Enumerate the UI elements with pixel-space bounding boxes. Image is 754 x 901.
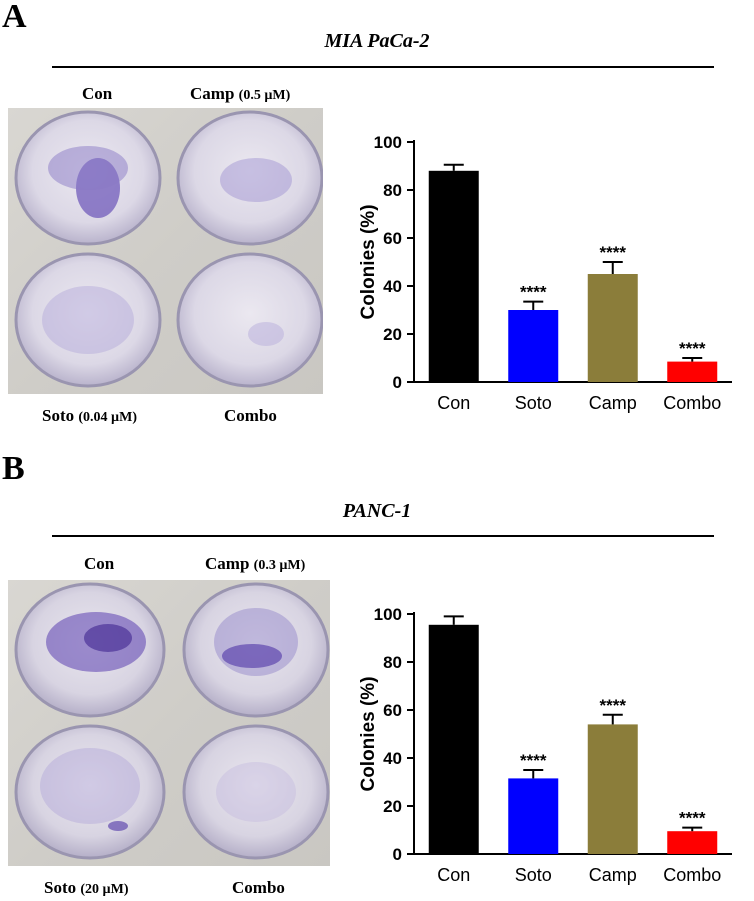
bar-combo	[667, 361, 718, 382]
y-tick-label: 40	[383, 749, 402, 768]
y-tick-label: 20	[383, 797, 402, 816]
plate-label-soto-b: Soto (20 µM)	[44, 878, 129, 897]
x-tick-label-soto: Soto	[515, 393, 552, 413]
colony-plates-photo-b	[8, 580, 330, 866]
significance-soto: ****	[520, 751, 547, 770]
significance-camp: ****	[600, 696, 627, 715]
panel-letter-a: A	[2, 0, 27, 35]
bar-chart-b: 0 20 40 60 80 100 Colonies (%) Con **** Soto **** C…	[358, 605, 732, 885]
y-axis-label: Colonies (%)	[358, 204, 379, 319]
y-axis-label: Colonies (%)	[358, 676, 379, 791]
bar-soto	[508, 778, 559, 854]
plate-label-soto-a: Soto (0.04 µM)	[42, 406, 137, 425]
bar-chart-a: 0 20 40 60 80 100 Colonies (%) Con **** Soto **** C…	[358, 133, 732, 413]
y-tick-label: 100	[374, 133, 402, 152]
y-tick-label: 80	[383, 181, 402, 200]
dish-con-b	[14, 582, 166, 718]
significance-camp: ****	[600, 243, 627, 262]
bar-camp	[587, 274, 638, 382]
significance-combo: ****	[679, 339, 706, 358]
plate-label-camp-b: Camp (0.3 µM)	[205, 554, 306, 573]
x-tick-label-camp: Camp	[589, 393, 637, 413]
plate-label-combo-b: Combo	[232, 878, 285, 897]
bar-con	[428, 624, 479, 854]
dish-combo-a	[176, 252, 323, 388]
panel-letter-b: B	[2, 450, 25, 487]
bar-camp	[587, 724, 638, 854]
bar-con	[428, 170, 479, 382]
dish-soto-b	[14, 724, 166, 860]
dish-con-a	[14, 110, 162, 246]
y-tick-label: 20	[383, 325, 402, 344]
plate-label-con-a: Con	[82, 84, 113, 103]
y-tick-label: 60	[383, 229, 402, 248]
x-tick-label-camp: Camp	[589, 865, 637, 885]
significance-combo: ****	[679, 809, 706, 828]
dish-camp-b	[182, 582, 330, 718]
bar-combo	[667, 831, 718, 854]
x-tick-label-soto: Soto	[515, 865, 552, 885]
x-tick-label-combo: Combo	[663, 393, 721, 413]
cell-line-title-a: MIA PaCa-2	[324, 30, 430, 52]
x-tick-label-con: Con	[437, 393, 470, 413]
y-tick-label: 0	[393, 845, 402, 864]
significance-soto: ****	[520, 283, 547, 302]
plate-label-camp-a: Camp (0.5 µM)	[190, 84, 291, 103]
colony-plates-photo-a	[8, 108, 323, 394]
title-rule-a	[52, 66, 714, 68]
y-tick-label: 40	[383, 277, 402, 296]
x-tick-label-combo: Combo	[663, 865, 721, 885]
dish-soto-a	[14, 252, 162, 388]
y-tick-label: 0	[393, 373, 402, 392]
y-tick-label: 60	[383, 701, 402, 720]
y-tick-label: 100	[374, 605, 402, 624]
title-rule-b	[52, 535, 714, 537]
cell-line-title-b: PANC-1	[342, 500, 412, 522]
y-tick-label: 80	[383, 653, 402, 672]
dish-camp-a	[176, 110, 323, 246]
plate-label-con-b: Con	[84, 554, 115, 573]
x-tick-label-con: Con	[437, 865, 470, 885]
plate-label-combo-a: Combo	[224, 406, 277, 425]
dish-combo-b	[182, 724, 330, 860]
bar-soto	[508, 310, 559, 382]
